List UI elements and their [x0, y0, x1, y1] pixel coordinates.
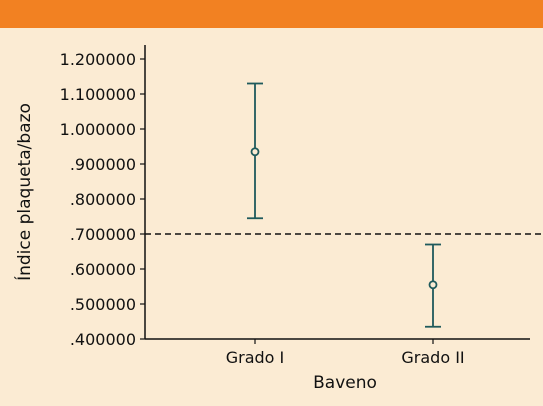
axes — [144, 45, 530, 340]
y-tick-label: .500000 — [70, 295, 136, 314]
y-tick-label: 1.100000 — [60, 85, 136, 104]
header-bar — [0, 0, 543, 28]
x-tick-label: Grado II — [401, 348, 464, 367]
y-ticks: .400000 .500000 .600000 .700000 .800000 .9000… — [60, 50, 145, 349]
y-axis-label: Índice plaqueta/bazo — [13, 103, 35, 281]
mean-point — [428, 280, 438, 290]
mean-point — [250, 147, 260, 157]
y-tick-label: .800000 — [70, 190, 136, 209]
y-tick-label: .700000 — [70, 225, 136, 244]
y-tick-label: .900000 — [70, 155, 136, 174]
y-tick-label: .400000 — [70, 330, 136, 349]
x-ticks: Grado I Grado II — [226, 339, 465, 367]
x-axis-label: Baveno — [313, 373, 377, 393]
data-marks — [145, 82, 543, 328]
y-tick-label: 1.200000 — [60, 50, 136, 69]
y-tick-label: .600000 — [70, 260, 136, 279]
x-tick-label: Grado I — [226, 348, 285, 367]
y-tick-label: 1.000000 — [60, 120, 136, 139]
